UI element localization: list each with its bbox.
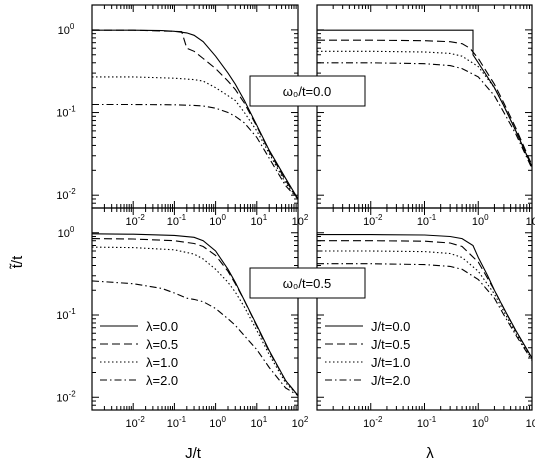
- annotation-box-top: [249, 75, 366, 107]
- x-tick-label: 100: [472, 415, 489, 430]
- x-tick-label: 10-2: [126, 213, 146, 228]
- annotation-bottom: ω₀/t=0.5: [283, 276, 331, 291]
- x-tick-label: 100: [209, 415, 226, 430]
- plot-frame: [316, 207, 533, 411]
- legend-label: λ=1.0: [146, 355, 178, 370]
- x-axis-label-right: λ: [426, 445, 434, 462]
- x-tick-label: 10-1: [417, 415, 437, 430]
- annotation-top: ω₀/t=0.0: [283, 84, 331, 99]
- x-tick-label: 101: [526, 415, 535, 430]
- series-line-dotted: [92, 76, 298, 200]
- legend-label: J/t=0.0: [371, 319, 410, 334]
- legend-label: λ=0.5: [146, 337, 178, 352]
- x-tick-label: 10-2: [363, 213, 383, 228]
- y-tick-label: 10-2: [56, 389, 76, 404]
- series-line-dashed: [317, 240, 532, 359]
- legend-label: J/t=1.0: [371, 355, 410, 370]
- x-tick-label: 10-1: [167, 213, 187, 228]
- series-line-dotted: [317, 50, 532, 168]
- plot-frame: [91, 207, 299, 411]
- y-axis-label: t̃/t: [9, 255, 26, 270]
- x-tick-label: 101: [250, 415, 267, 430]
- series-line-solid: [317, 234, 532, 359]
- series-line-dotted: [317, 250, 532, 360]
- legend-label: λ=0.0: [146, 319, 178, 334]
- series-line-dashdot: [92, 103, 298, 200]
- x-tick-label: 10-1: [167, 415, 187, 430]
- legend-label: J/t=2.0: [371, 373, 410, 388]
- series-line-dashdot: [92, 280, 298, 396]
- panel-top-right: 10-2 10-1 100 101: [316, 4, 535, 228]
- series-line-solid: [92, 29, 298, 200]
- x-axis-label-left: J/t: [185, 445, 202, 462]
- y-tick-label: 10-1: [56, 307, 76, 322]
- series-line-dashdot: [317, 263, 532, 361]
- y-tick-label: 10-2: [56, 187, 76, 202]
- series-line-dashed: [92, 238, 298, 396]
- x-tick-label: 102: [292, 415, 309, 430]
- series-line-dashed: [317, 39, 532, 166]
- y-tick-label: 10-1: [56, 105, 76, 120]
- series-line-dashed: [92, 29, 298, 200]
- x-tick-label: 102: [292, 213, 309, 228]
- series-line-dashdot: [317, 62, 532, 169]
- y-tick-label: 100: [58, 225, 75, 240]
- panel-bottom-left: 10-2 10-1 100 101 102 10-2 10-1 100 λ=0.0 λ=0.5 λ=…: [56, 207, 309, 430]
- x-tick-label: 10-2: [126, 415, 146, 430]
- legend-label: J/t=0.5: [371, 337, 410, 352]
- x-tick-label: 101: [526, 213, 535, 228]
- legend-label: λ=2.0: [146, 373, 178, 388]
- x-tick-label: 10-1: [417, 213, 437, 228]
- panel-bottom-right: 10-2 10-1 100 101 J/t=0.0 J/t=0.5 J/t=1.0 J/t=2…: [316, 207, 535, 430]
- y-tick-label: 100: [58, 22, 75, 37]
- panel-top-left: 10-2 10-1 100 101 102 10-2 10-1 100: [56, 4, 309, 228]
- x-tick-label: 100: [209, 213, 226, 228]
- x-tick-label: 101: [250, 213, 267, 228]
- annotation-box-bottom: [249, 267, 366, 299]
- x-tick-label: 10-2: [363, 415, 383, 430]
- series-line-solid: [92, 233, 298, 396]
- x-tick-label: 100: [472, 213, 489, 228]
